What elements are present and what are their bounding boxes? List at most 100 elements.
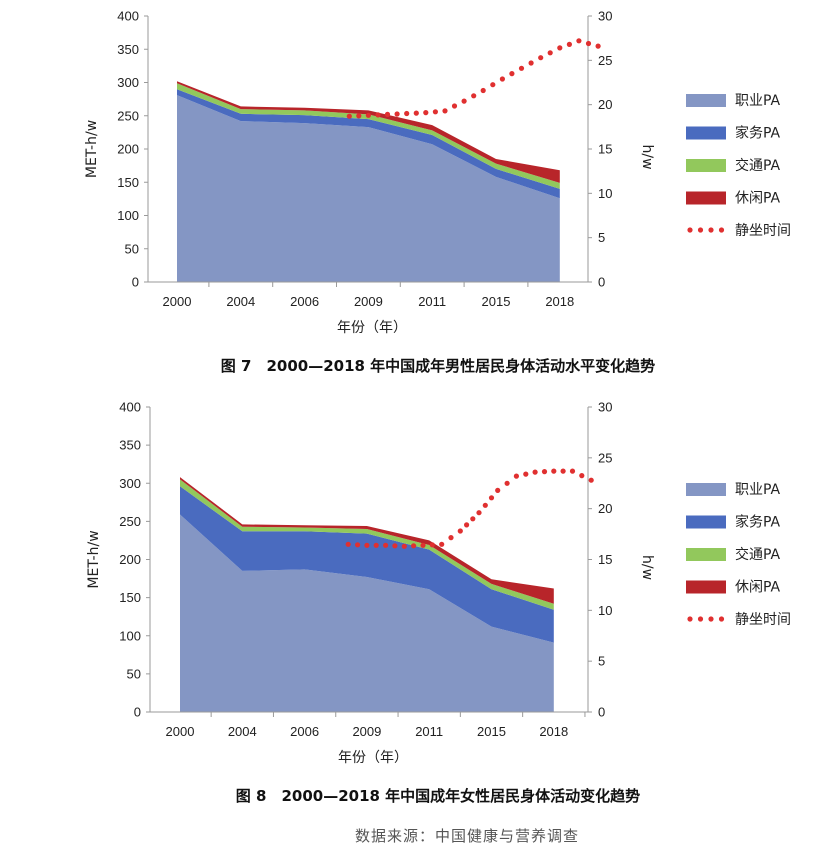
sedentary-dot — [439, 541, 445, 547]
area-series-2 — [180, 486, 554, 643]
y2-axis-title: h/w — [639, 555, 655, 580]
x-tick-label: 2004 — [228, 724, 257, 739]
x-tick-label: 2006 — [290, 294, 319, 309]
y-tick-label: 150 — [119, 590, 141, 605]
area-series-4 — [180, 477, 554, 604]
sedentary-dot — [513, 473, 520, 479]
y-tick-label: 0 — [132, 275, 139, 290]
legend-label-3: 交通PA — [735, 157, 781, 174]
sedentary-dot — [557, 45, 563, 51]
sedentary-dot — [394, 111, 400, 117]
sedentary-dot — [579, 473, 585, 479]
y-axis-title: MET-h/w — [84, 120, 100, 178]
legend-swatch-3 — [686, 548, 726, 561]
sedentary-dot — [585, 40, 592, 47]
legend-swatch-3 — [686, 159, 726, 172]
sedentary-dot — [541, 469, 548, 475]
legend-label-3: 交通PA — [735, 546, 781, 563]
area-series-3 — [180, 479, 554, 610]
sedentary-dot — [448, 535, 454, 541]
sedentary-dot — [523, 471, 529, 477]
sedentary-dot — [346, 113, 352, 119]
sedentary-dot — [401, 543, 407, 549]
sedentary-dot — [384, 111, 391, 117]
x-tick-label: 2000 — [163, 294, 192, 309]
x-tick-label: 2011 — [418, 294, 446, 309]
y-tick-label: 350 — [117, 42, 139, 57]
y2-tick-label: 10 — [598, 603, 612, 618]
y2-tick-label: 25 — [598, 53, 612, 68]
sedentary-dot — [461, 98, 467, 104]
y2-tick-label: 30 — [598, 9, 612, 24]
y-tick-label: 200 — [117, 142, 139, 157]
y-tick-label: 150 — [117, 175, 139, 190]
legend-dot — [718, 227, 725, 233]
x-tick-label: 2018 — [545, 294, 574, 309]
y-tick-label: 50 — [125, 241, 139, 256]
legend-dot — [718, 616, 725, 622]
legend-swatch-2 — [686, 126, 726, 140]
sedentary-dot — [495, 487, 501, 493]
y2-tick-label: 5 — [598, 230, 605, 245]
figure-caption-1: 图 7 2000—2018 年中国成年男性居民身体活动水平变化趋势 — [221, 357, 655, 375]
sedentary-dot — [383, 542, 389, 548]
sedentary-dot — [471, 93, 477, 99]
y-tick-label: 400 — [117, 9, 139, 24]
legend-dot — [708, 227, 714, 233]
sedentary-dot — [411, 543, 417, 549]
sedentary-dot — [429, 542, 435, 548]
x-axis-title: 年份（年） — [337, 320, 407, 336]
sedentary-dot — [345, 541, 351, 547]
sedentary-dot — [490, 82, 496, 88]
y2-tick-label: 0 — [598, 275, 605, 290]
sedentary-dot — [432, 109, 438, 115]
y2-tick-label: 20 — [598, 97, 612, 112]
sedentary-dot — [470, 516, 476, 522]
chart-1: 0 50 100 150 200 250 300 350 400 0 5 10 15 20 25 30 2000… — [84, 9, 791, 376]
figure-caption-2: 图 8 2000—2018 年中国成年女性居民身体活动变化趋势 — [236, 787, 640, 805]
sedentary-dot — [482, 502, 488, 508]
sedentary-dot — [356, 113, 362, 119]
legend-label-line: 静坐时间 — [735, 223, 791, 239]
sedentary-dot — [504, 480, 510, 486]
y2-tick-label: 5 — [598, 654, 605, 669]
y2-axis-title: h/w — [639, 144, 655, 169]
x-tick-label: 2000 — [166, 724, 195, 739]
legend-dot — [697, 616, 704, 622]
y-tick-label: 250 — [117, 108, 139, 123]
chart-2: 0 50 100 150 200 250 300 350 400 0 5 10 15 20 25 30 2000… — [86, 400, 791, 806]
sedentary-dot — [420, 542, 426, 548]
sedentary-dot — [442, 108, 448, 114]
sedentary-dot — [528, 60, 534, 66]
sedentary-dot — [595, 43, 601, 49]
y-tick-label: 400 — [119, 400, 141, 415]
x-tick-label: 2011 — [415, 724, 443, 739]
sedentary-dot — [365, 112, 371, 118]
y-tick-label: 100 — [117, 208, 139, 223]
sedentary-dot — [566, 41, 573, 48]
area-series-2 — [177, 89, 560, 199]
sedentary-dot — [464, 522, 470, 528]
sedentary-dot — [480, 87, 486, 94]
sedentary-dot — [373, 542, 379, 548]
y2-tick-label: 25 — [598, 450, 612, 465]
legend-label-4: 休闲PA — [735, 191, 781, 207]
legend-label-line: 静坐时间 — [735, 612, 791, 628]
x-tick-label: 2009 — [354, 294, 383, 309]
legend-dot — [697, 227, 704, 233]
y2-tick-label: 30 — [598, 400, 612, 415]
sedentary-dot — [547, 50, 553, 56]
sedentary-dot — [509, 71, 515, 77]
sedentary-dot — [560, 468, 566, 474]
sedentary-dot — [375, 112, 381, 118]
sedentary-dot — [488, 495, 495, 501]
sedentary-dot — [364, 542, 370, 548]
legend-swatch-1 — [686, 483, 726, 496]
y-tick-label: 50 — [127, 666, 141, 681]
sedentary-dot — [404, 110, 410, 117]
sedentary-dot — [457, 528, 463, 534]
legend-dot — [687, 227, 693, 233]
y-axis-title: MET-h/w — [86, 530, 102, 588]
sedentary-dot — [518, 65, 525, 71]
y-tick-label: 350 — [119, 438, 141, 453]
